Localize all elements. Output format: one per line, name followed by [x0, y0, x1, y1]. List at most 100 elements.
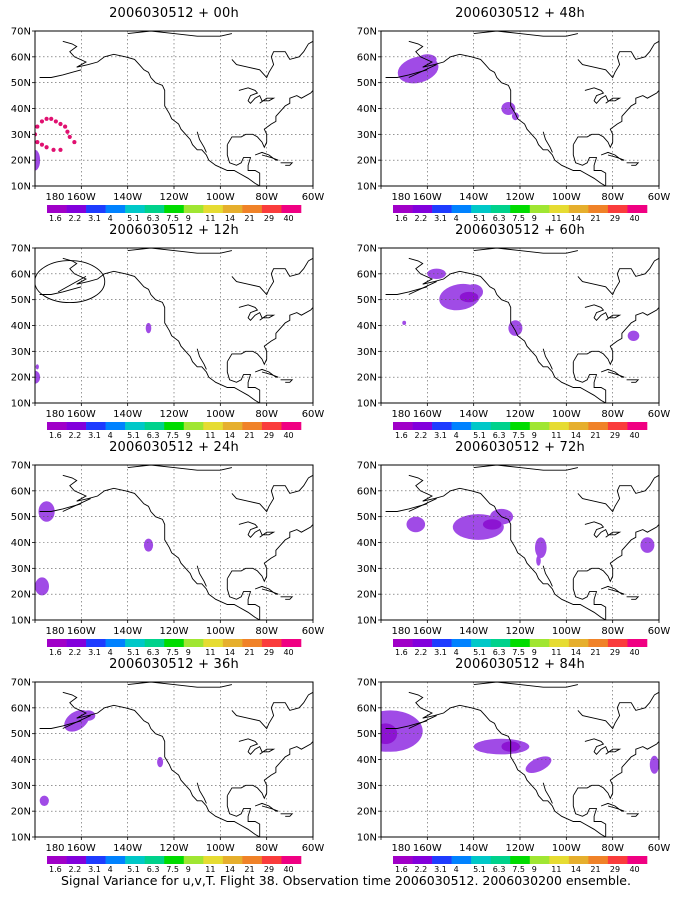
flight-path-line: [408, 64, 437, 78]
signal-variance-region: [627, 330, 640, 341]
colorbar-swatch: [568, 422, 589, 430]
flight-path-line: [408, 498, 437, 512]
colorbar-swatch: [105, 856, 126, 864]
colorbar-label: 2.2: [69, 431, 82, 440]
colorbar-swatch: [588, 856, 609, 864]
signal-variance-region: [535, 537, 547, 558]
coastline: [231, 40, 313, 79]
colorbar-label: 6.3: [147, 431, 160, 440]
latitude-label: 10N: [357, 182, 377, 193]
coastline: [626, 379, 640, 383]
colorbar-label: 11: [205, 431, 215, 440]
longitude-label: 180: [391, 409, 410, 420]
panel-title: 2006030512 + 36h: [109, 657, 239, 672]
colorbar-label: 21: [590, 865, 600, 874]
colorbar-swatch: [549, 422, 570, 430]
longitude-label: 180: [391, 192, 410, 203]
colorbar-swatch: [105, 205, 126, 213]
colorbar-label: 4: [454, 431, 459, 440]
colorbar-swatch: [164, 205, 185, 213]
longitude-label: 140W: [113, 843, 142, 854]
latitude-label: 70N: [357, 27, 377, 38]
forecast-map-panel: 70N 60N 50N 40N 30N 20N 10N 180 160W 140W 120W 100W…: [11, 678, 325, 875]
colorbar-label: 11: [551, 648, 561, 657]
colorbar-swatch: [451, 422, 472, 430]
colorbar-label: 4: [108, 214, 113, 223]
colorbar-swatch: [607, 422, 628, 430]
colorbar-label: 21: [590, 648, 600, 657]
colorbar-swatch: [393, 205, 413, 213]
flight-path-line: [62, 715, 91, 729]
coastline: [127, 465, 232, 471]
colorbar-label: 14: [571, 214, 581, 223]
latitude-label: 70N: [357, 244, 377, 255]
colorbar-swatch: [242, 422, 263, 430]
coastline: [226, 307, 313, 366]
observation-point: [44, 145, 49, 150]
colorbar-swatch: [47, 856, 67, 864]
longitude-label: 180: [391, 626, 410, 637]
latitude-label: 50N: [357, 295, 377, 306]
colorbar-label: 4: [454, 214, 459, 223]
colorbar-label: 7.5: [512, 648, 525, 657]
coastline: [584, 521, 622, 538]
colorbar-label: 4: [108, 865, 113, 874]
colorbar-label: 11: [551, 431, 561, 440]
panel-title: 2006030512 + 00h: [109, 6, 239, 21]
colorbar-label: 40: [283, 214, 293, 223]
coastline: [626, 596, 640, 600]
coastline: [542, 565, 553, 587]
observation-point: [35, 132, 38, 137]
latitude-label: 20N: [11, 373, 31, 384]
colorbar-swatch: [183, 422, 204, 430]
latitude-label: 20N: [357, 156, 377, 167]
longitude-label: 180: [45, 843, 64, 854]
colorbar-label: 5.1: [473, 214, 486, 223]
coastline: [577, 257, 659, 296]
colorbar-label: 2.2: [415, 648, 428, 657]
longitude-label: 160W: [413, 192, 442, 203]
colorbar-label: 3.1: [88, 865, 101, 874]
flight-path-line: [408, 715, 437, 729]
colorbar-swatch: [66, 205, 87, 213]
colorbar-label: 7.5: [166, 865, 179, 874]
coastline: [408, 40, 606, 186]
colorbar-swatch: [451, 205, 472, 213]
latitude-label: 10N: [11, 616, 31, 627]
colorbar-label: 14: [225, 648, 235, 657]
longitude-label: 140W: [459, 192, 488, 203]
colorbar-label: 29: [610, 214, 620, 223]
colorbar-label: 29: [264, 431, 274, 440]
colorbar-swatch: [261, 205, 282, 213]
colorbar-swatch: [125, 205, 145, 213]
latitude-label: 60N: [357, 52, 377, 63]
latitude-label: 50N: [11, 729, 31, 740]
colorbar-label: 7.5: [512, 214, 525, 223]
longitude-label: 120W: [506, 409, 535, 420]
longitude-label: 80W: [255, 192, 278, 203]
coastline: [473, 31, 578, 37]
coastline: [62, 257, 260, 403]
forecast-map-panel: 70N 60N 50N 40N 30N 20N 10N 180 160W 140W 120W 100W…: [357, 27, 671, 224]
colorbar-label: 2.2: [415, 865, 428, 874]
colorbar-label: 14: [571, 431, 581, 440]
observation-point: [49, 116, 54, 121]
forecast-map-panel: 70N 60N 50N 40N 30N 20N 10N 180 160W 140W 120W 100W…: [357, 678, 671, 875]
coastline: [408, 691, 606, 837]
colorbar-label: 5.1: [127, 648, 140, 657]
colorbar-swatch: [261, 422, 282, 430]
coastline: [473, 248, 578, 254]
longitude-label: 140W: [113, 192, 142, 203]
signal-variance-region: [145, 322, 152, 334]
coastline: [577, 474, 659, 513]
colorbar-label: 1.6: [49, 431, 62, 440]
panel-title: 2006030512 + 72h: [455, 440, 585, 455]
colorbar-swatch: [144, 205, 165, 213]
coastline: [231, 257, 313, 296]
colorbar-label: 11: [205, 214, 215, 223]
signal-variance-region: [640, 537, 655, 553]
colorbar-swatch: [529, 422, 550, 430]
observation-point: [35, 139, 40, 145]
colorbar-swatch: [203, 422, 224, 430]
colorbar-label: 9: [186, 431, 191, 440]
